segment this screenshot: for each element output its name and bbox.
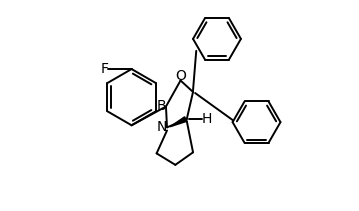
Text: O: O — [175, 69, 186, 83]
Text: N: N — [157, 120, 167, 134]
Text: H: H — [202, 112, 213, 126]
Text: B: B — [157, 99, 166, 113]
Text: F: F — [101, 62, 108, 76]
Polygon shape — [170, 117, 187, 127]
